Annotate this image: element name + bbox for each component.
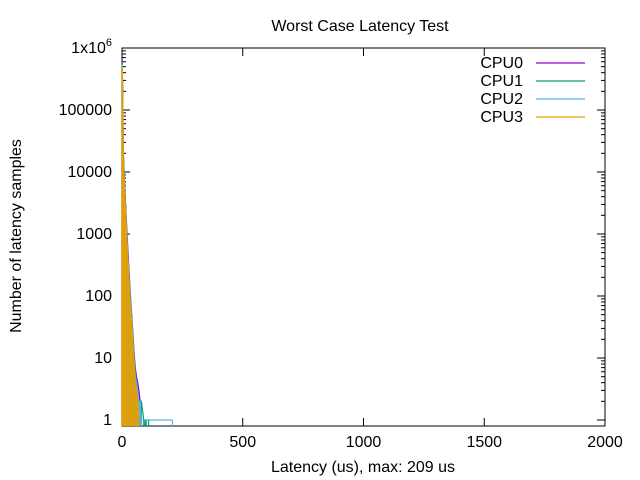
x-tick-label: 1000 — [346, 434, 382, 451]
legend-label: CPU0 — [480, 55, 523, 72]
y-tick-label: 10000 — [68, 164, 113, 181]
y-tick-label: 1x106 — [71, 37, 112, 57]
y-tick-label: 100000 — [59, 102, 112, 119]
y-tick-label: 1000 — [76, 226, 112, 243]
legend-label: CPU2 — [480, 91, 523, 108]
legend-label: CPU1 — [480, 73, 523, 90]
plot-border — [121, 47, 606, 427]
y-tick-label: 1 — [103, 412, 112, 429]
x-tick-label: 500 — [229, 434, 256, 451]
plot-frame — [121, 47, 606, 427]
series-cpu3 — [121, 66, 140, 426]
x-tick-label: 2000 — [587, 434, 623, 451]
x-tick-label: 0 — [118, 434, 127, 451]
legend-label: CPU3 — [480, 109, 523, 126]
x-axis-ticks: 0 500 1000 1500 2000 — [118, 48, 623, 451]
y-axis-ticks: 1x106 100000 10000 1000 100 10 1 — [59, 37, 605, 429]
x-tick-label: 1500 — [466, 434, 502, 451]
y-tick-label: 100 — [85, 288, 112, 305]
y-axis-label: Number of latency samples — [8, 139, 25, 333]
y-tick-label: 10 — [94, 350, 112, 367]
chart-title: Worst Case Latency Test — [271, 18, 449, 35]
x-axis-label: Latency (us), max: 209 us — [271, 459, 455, 476]
series-layer — [121, 59, 174, 426]
